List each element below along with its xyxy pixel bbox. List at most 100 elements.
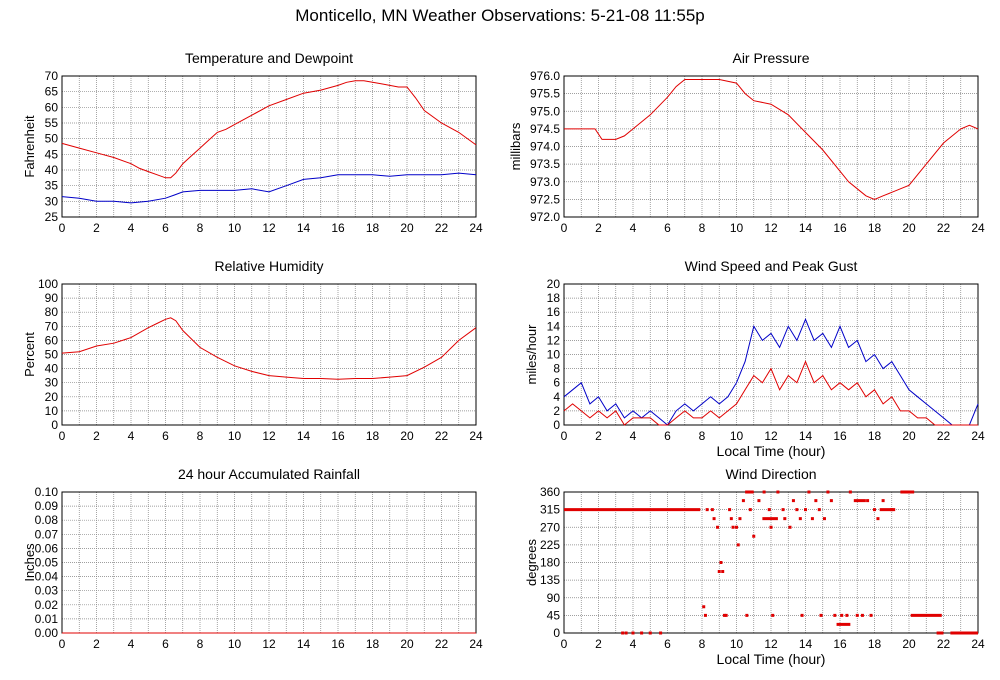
dir-direction-point <box>829 499 833 503</box>
rh-x-tick-label: 16 <box>331 429 345 443</box>
temp-x-tick-label: 6 <box>162 221 169 235</box>
dir-direction-point <box>762 490 766 494</box>
rain-x-tick-label: 16 <box>331 637 345 651</box>
dir-direction-point <box>845 613 849 617</box>
rain-y-tick-label: 0.10 <box>35 485 59 499</box>
pres-y-tick-label: 974.0 <box>530 140 560 154</box>
pres-y-tick-label: 975.0 <box>530 104 560 118</box>
dir-direction-point <box>748 508 752 512</box>
rain-x-tick-label: 22 <box>435 637 449 651</box>
wind-y-tick-label: 20 <box>547 277 561 291</box>
dir-direction-point <box>771 613 775 617</box>
rh-x-tick-label: 12 <box>262 429 276 443</box>
temp-y-tick-label: 65 <box>45 85 59 99</box>
temp-y-axis-label: Fahrenheit <box>22 115 37 178</box>
rh-y-tick-label: 50 <box>45 348 59 362</box>
pres-chart-title: Air Pressure <box>732 50 809 66</box>
dir-direction-point <box>705 508 709 512</box>
pres-x-tick-label: 22 <box>937 221 951 235</box>
dir-direction-point <box>716 525 720 529</box>
dir-direction-point <box>798 517 802 521</box>
dir-direction-point <box>814 499 818 503</box>
wind-y-tick-label: 16 <box>547 305 561 319</box>
dir-direction-point <box>767 508 771 512</box>
wind-y-axis-label: miles/hour <box>524 324 539 385</box>
wind-y-tick-label: 8 <box>553 362 560 376</box>
pres-y-tick-label: 975.5 <box>530 87 560 101</box>
dir-direction-point <box>736 543 740 547</box>
dir-x-tick-label: 14 <box>799 637 813 651</box>
dir-direction-point <box>810 517 814 521</box>
dir-x-tick-label: 24 <box>971 637 985 651</box>
rain-x-tick-label: 0 <box>59 637 66 651</box>
dir-direction-point <box>703 613 707 617</box>
rh-y-tick-label: 100 <box>38 277 58 291</box>
temp-y-tick-label: 35 <box>45 179 59 193</box>
rh-x-tick-label: 24 <box>469 429 483 443</box>
rain-chart-title: 24 hour Accumulated Rainfall <box>178 466 360 482</box>
figure-title: Monticello, MN Weather Observations: 5-2… <box>295 6 705 25</box>
rain-y-tick-label: 0.09 <box>35 499 59 513</box>
dir-direction-point <box>876 517 880 521</box>
wind-x-tick-label: 10 <box>730 429 744 443</box>
dir-x-tick-label: 0 <box>561 637 568 651</box>
temp-x-tick-label: 16 <box>331 221 345 235</box>
rain-x-tick-label: 4 <box>128 637 135 651</box>
temp-x-tick-label: 20 <box>400 221 414 235</box>
dir-direction-point <box>833 613 837 617</box>
temp-y-tick-label: 70 <box>45 69 59 83</box>
dir-direction-point <box>712 517 716 521</box>
dir-direction-point <box>640 631 644 635</box>
rh-x-tick-label: 8 <box>197 429 204 443</box>
rain-y-tick-label: 0.04 <box>35 570 59 584</box>
dir-direction-point <box>719 561 723 564</box>
rain-y-tick-label: 0.01 <box>35 612 59 626</box>
wind-y-tick-label: 18 <box>547 291 561 305</box>
dir-direction-point <box>866 499 870 503</box>
wind-y-tick-label: 0 <box>553 418 560 432</box>
pres-x-tick-label: 8 <box>699 221 706 235</box>
dir-y-tick-label: 225 <box>540 538 560 552</box>
dir-direction-point <box>728 508 732 512</box>
wind-chart-title: Wind Speed and Peak Gust <box>685 258 858 274</box>
pres-series-line-0 <box>564 79 979 200</box>
temp-x-tick-label: 0 <box>59 221 66 235</box>
dir-direction-point <box>890 508 894 512</box>
wind-x-tick-label: 12 <box>764 429 778 443</box>
dir-direction-point <box>781 508 785 512</box>
temp-x-tick-label: 2 <box>93 221 100 235</box>
dir-direction-point <box>757 499 761 503</box>
rh-y-tick-label: 80 <box>45 305 59 319</box>
dir-x-tick-label: 4 <box>630 637 637 651</box>
rh-y-tick-label: 20 <box>45 390 59 404</box>
dir-direction-point <box>752 534 756 538</box>
temp-x-tick-label: 24 <box>469 221 483 235</box>
pres-x-tick-label: 24 <box>971 221 985 235</box>
dir-direction-point <box>738 517 742 521</box>
rain-y-tick-label: 0.03 <box>35 584 59 598</box>
temp-y-tick-label: 60 <box>45 100 59 114</box>
dir-x-tick-label: 8 <box>699 637 706 651</box>
wind-x-tick-label: 14 <box>799 429 813 443</box>
rh-series-line-0 <box>61 317 477 380</box>
pres-x-tick-label: 16 <box>833 221 847 235</box>
dir-direction-point <box>710 508 714 512</box>
rh-chart-title: Relative Humidity <box>215 258 324 274</box>
dir-direction-point <box>783 517 787 521</box>
wind-x-tick-label: 0 <box>561 429 568 443</box>
dir-x-tick-label: 22 <box>937 637 951 651</box>
temp-x-tick-label: 10 <box>228 221 242 235</box>
rh-x-tick-label: 6 <box>162 429 169 443</box>
dir-x-tick-label: 18 <box>868 637 882 651</box>
rh-y-tick-label: 10 <box>45 404 59 418</box>
wind-y-tick-label: 12 <box>547 333 561 347</box>
dir-direction-point <box>840 613 844 617</box>
dir-direction-point <box>881 499 885 503</box>
wind-x-tick-label: 22 <box>937 429 951 443</box>
pres-x-tick-label: 0 <box>561 221 568 235</box>
pres-x-tick-label: 20 <box>902 221 916 235</box>
wind-x-tick-label: 8 <box>699 429 706 443</box>
dir-direction-point <box>745 613 749 617</box>
dir-direction-point <box>702 605 706 609</box>
